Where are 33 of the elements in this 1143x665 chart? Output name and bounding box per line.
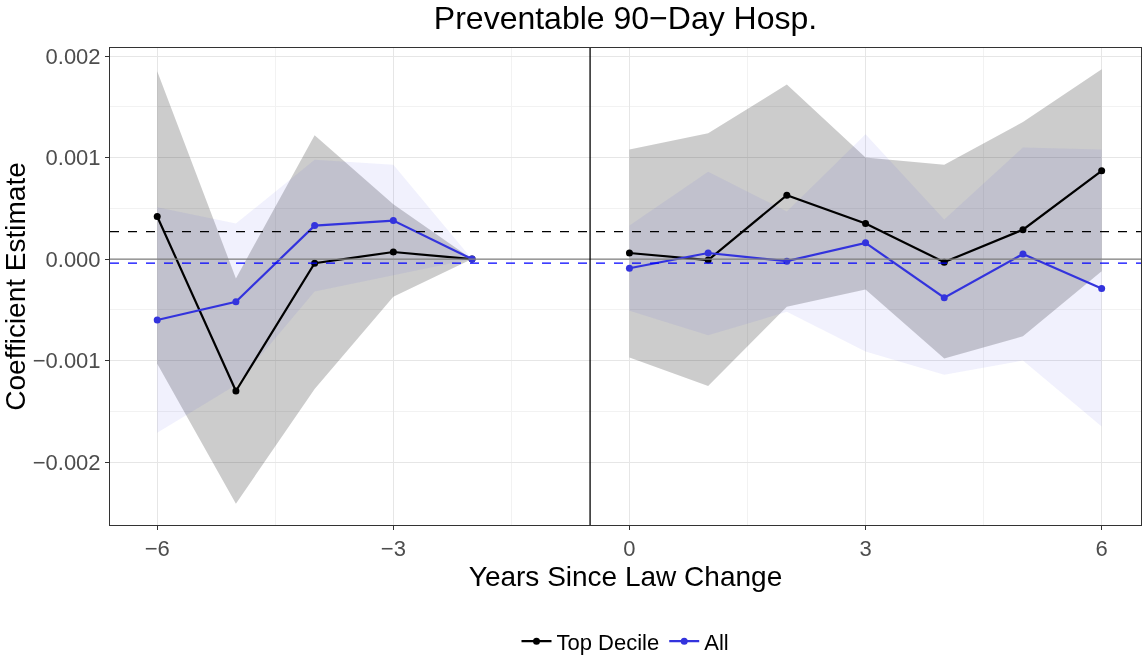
point [311, 222, 319, 230]
point [1019, 250, 1027, 258]
chart-title: Preventable 90−Day Hosp. [433, 0, 818, 37]
legend-label: All [704, 629, 729, 655]
point [1098, 285, 1106, 293]
point [1098, 167, 1106, 175]
point [940, 294, 948, 302]
point [1019, 226, 1027, 234]
point [704, 249, 712, 257]
point [625, 249, 633, 257]
y-tick-label: 0.000 [45, 246, 101, 272]
point [232, 387, 240, 395]
point [389, 248, 397, 256]
y-tick-label: 0.001 [45, 145, 101, 171]
x-tick-label: 6 [1095, 536, 1108, 562]
point [389, 217, 397, 225]
y-tick-label: −0.001 [32, 348, 101, 374]
x-tick-label: −6 [144, 536, 170, 562]
y-axis-title: Coefficient Estimate [0, 162, 31, 411]
point [153, 212, 161, 220]
y-tick-label: −0.002 [32, 449, 101, 475]
point [862, 239, 870, 247]
y-tick-label: 0.002 [45, 43, 101, 69]
legend-label: Top Decile [556, 629, 660, 655]
x-axis-title: Years Since Law Change [468, 561, 783, 593]
x-tick-label: 3 [859, 536, 872, 562]
point [232, 298, 240, 306]
x-tick-label: −3 [380, 536, 406, 562]
point [783, 191, 791, 199]
point [625, 264, 633, 272]
point [153, 316, 161, 324]
x-tick-label: 0 [623, 536, 636, 562]
point [862, 220, 870, 228]
